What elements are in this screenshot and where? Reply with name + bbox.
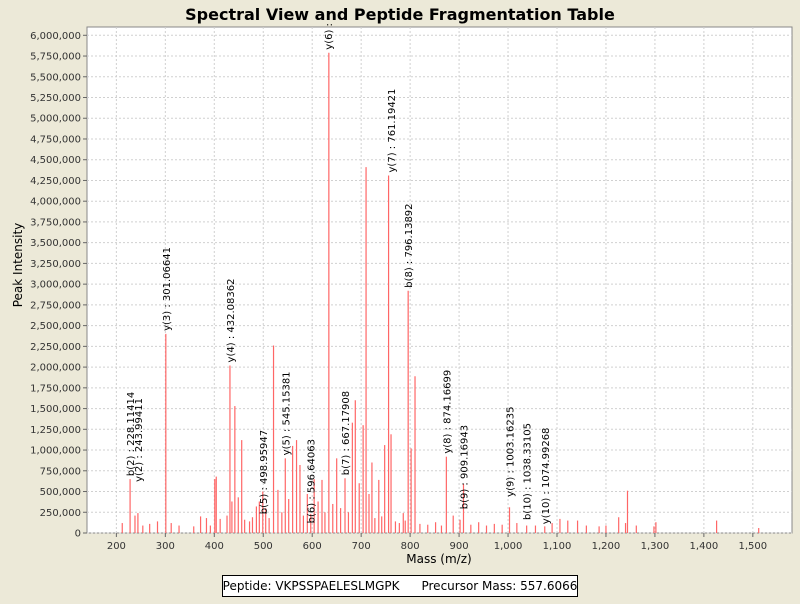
fragment-annotation: y(6) : bbox=[324, 23, 335, 50]
y-tick-label: 2,000,000 bbox=[30, 363, 81, 374]
fragment-annotation: y(3) : 301.06641 bbox=[162, 247, 173, 331]
x-tick-label: 1,300 bbox=[641, 541, 670, 552]
x-tick-label: 500 bbox=[254, 541, 273, 552]
legend-box: Peptide: VKPSSPAELESLMGPK Precursor Mass… bbox=[222, 575, 578, 597]
chart-title: Spectral View and Peptide Fragmentation … bbox=[185, 5, 615, 24]
x-tick-label: 1,400 bbox=[690, 541, 719, 552]
grid-layer bbox=[87, 27, 792, 534]
fragment-annotation: b(7) : 667.17908 bbox=[341, 391, 352, 475]
fragment-annotation: y(10) : 1074.99268 bbox=[541, 428, 552, 525]
fragment-annotation: y(8) : 874.16699 bbox=[442, 370, 453, 454]
fragment-annotation: b(6) : 596.64063 bbox=[307, 439, 318, 523]
fragment-annotation: b(8) : 796.13892 bbox=[404, 203, 415, 287]
y-tick-label: 5,750,000 bbox=[30, 52, 81, 63]
y-tick-label: 0 bbox=[75, 529, 81, 540]
x-tick-label: 1,100 bbox=[543, 541, 572, 552]
x-tick-label: 600 bbox=[303, 541, 322, 552]
fragment-annotation: y(9) : 1003.16235 bbox=[506, 407, 517, 497]
y-tick-label: 250,000 bbox=[40, 508, 81, 519]
y-tick-label: 2,750,000 bbox=[30, 300, 81, 311]
y-tick-label: 5,000,000 bbox=[30, 114, 81, 125]
y-tick-label: 1,750,000 bbox=[30, 383, 81, 394]
x-tick-label: 800 bbox=[401, 541, 420, 552]
y-tick-label: 3,250,000 bbox=[30, 259, 81, 270]
y-tick-label: 3,500,000 bbox=[30, 238, 81, 249]
x-tick-label: 1,200 bbox=[592, 541, 621, 552]
x-tick-label: 300 bbox=[156, 541, 175, 552]
fragment-annotation: y(5) : 545.15381 bbox=[281, 371, 292, 455]
y-tick-label: 2,500,000 bbox=[30, 321, 81, 332]
x-axis-label: Mass (m/z) bbox=[406, 552, 471, 566]
y-tick-label: 750,000 bbox=[40, 466, 81, 477]
plot-area bbox=[86, 26, 793, 534]
fragment-annotation: y(4) : 432.08362 bbox=[226, 279, 237, 363]
x-tick-label: 400 bbox=[205, 541, 224, 552]
peaks-layer bbox=[121, 52, 760, 533]
x-tick-label: 1,500 bbox=[739, 541, 768, 552]
y-tick-label: 5,250,000 bbox=[30, 93, 81, 104]
peptide-label: Peptide: VKPSSPAELESLMGPK bbox=[222, 579, 400, 593]
fragment-annotation: b(10) : 1038.33105 bbox=[523, 423, 534, 520]
fragment-annotation: b(5) : 498.95947 bbox=[259, 430, 270, 514]
axes-layer: 0 250,000 500,000 750,000 1,000,000 1,250,000… bbox=[30, 31, 767, 552]
y-tick-label: 500,000 bbox=[40, 487, 81, 498]
y-tick-label: 4,500,000 bbox=[30, 155, 81, 166]
fragment-annotation: b(2) : 228.11414 bbox=[126, 392, 137, 476]
fragment-annotation: y(7) : 761.19421 bbox=[387, 89, 398, 173]
y-tick-label: 1,000,000 bbox=[30, 446, 81, 457]
y-tick-label: 3,000,000 bbox=[30, 280, 81, 291]
y-tick-label: 4,750,000 bbox=[30, 134, 81, 145]
x-tick-label: 700 bbox=[352, 541, 371, 552]
y-tick-label: 1,500,000 bbox=[30, 404, 81, 415]
fragment-annotation: y(2) : 243.99411 bbox=[134, 398, 145, 482]
y-tick-label: 4,250,000 bbox=[30, 176, 81, 187]
y-axis-label: Peak Intensity bbox=[11, 223, 25, 308]
x-tick-label: 1,000 bbox=[494, 541, 523, 552]
y-tick-label: 5,500,000 bbox=[30, 72, 81, 83]
y-tick-label: 6,000,000 bbox=[30, 31, 81, 42]
y-tick-label: 2,250,000 bbox=[30, 342, 81, 353]
precursor-mass-label: Precursor Mass: 557.6066 bbox=[421, 579, 578, 593]
fragment-annotation: b(9) : 909.16943 bbox=[459, 425, 470, 509]
x-tick-label: 900 bbox=[450, 541, 469, 552]
x-tick-label: 200 bbox=[107, 541, 126, 552]
y-tick-label: 1,250,000 bbox=[30, 425, 81, 436]
y-tick-label: 3,750,000 bbox=[30, 217, 81, 228]
y-tick-label: 4,000,000 bbox=[30, 197, 81, 208]
